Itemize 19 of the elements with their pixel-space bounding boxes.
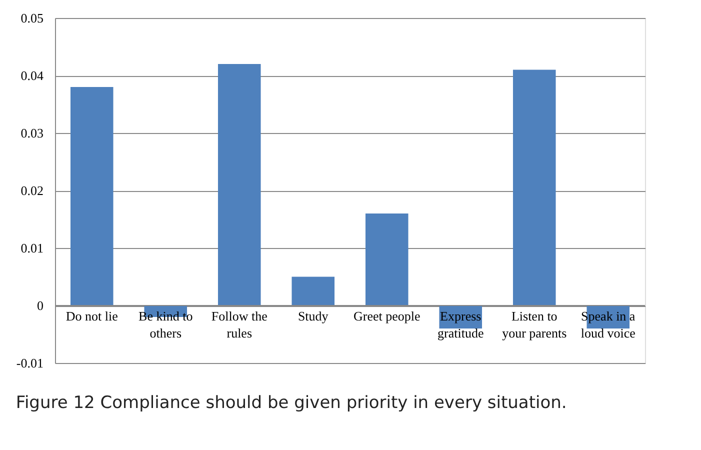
x-tick-label: Express gratitude <box>438 308 484 340</box>
x-tick-label: Study <box>298 308 329 324</box>
y-tick-label: 0.02 <box>20 183 44 198</box>
text: Figure 12 Compliance should be given priority in every situation. <box>16 393 567 413</box>
bar <box>218 64 261 306</box>
bar <box>512 70 556 306</box>
x-tick-label: Follow the rules <box>211 308 268 340</box>
y-tick-label: 0.05 <box>20 10 44 26</box>
y-tick-label: 0 <box>37 298 44 313</box>
bar <box>292 276 335 306</box>
bar <box>365 214 408 306</box>
y-tick-label: 0.01 <box>20 240 44 256</box>
x-tick-label: Greet people <box>353 308 420 324</box>
x-tick-label: Listen to your parents <box>502 308 567 340</box>
bar <box>70 87 114 306</box>
y-tick-label: 0.04 <box>20 68 44 83</box>
y-tick-label: 0.03 <box>20 126 44 140</box>
y-tick-label: -0.01 <box>16 356 44 370</box>
x-tick-label: Do not lie <box>66 308 118 324</box>
